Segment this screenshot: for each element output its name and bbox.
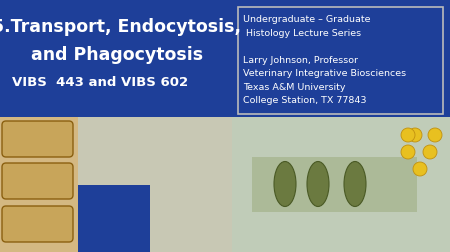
Text: Texas A&M University: Texas A&M University (243, 82, 346, 91)
Bar (252, 158, 417, 212)
FancyBboxPatch shape (2, 206, 73, 242)
Bar (78, 185, 150, 252)
Bar (0, 117, 78, 252)
Bar (232, 117, 450, 252)
Text: College Station, TX 77843: College Station, TX 77843 (243, 96, 366, 105)
FancyBboxPatch shape (2, 121, 73, 158)
Circle shape (401, 129, 415, 142)
Ellipse shape (307, 162, 329, 207)
Text: Undergraduate – Graduate: Undergraduate – Graduate (243, 15, 370, 24)
Ellipse shape (344, 162, 366, 207)
Bar (238, 8, 443, 115)
Text: VIBS  443 and VIBS 602: VIBS 443 and VIBS 602 (12, 76, 188, 89)
Text: and Phagocytosis: and Phagocytosis (31, 46, 203, 64)
Text: Veterinary Integrative Biosciences: Veterinary Integrative Biosciences (243, 69, 406, 78)
FancyBboxPatch shape (2, 163, 73, 199)
Circle shape (428, 129, 442, 142)
Circle shape (423, 145, 437, 159)
Ellipse shape (274, 162, 296, 207)
Circle shape (408, 129, 422, 142)
Bar (78, 117, 232, 252)
Text: Histology Lecture Series: Histology Lecture Series (243, 28, 361, 37)
Text: 5.Transport, Endocytosis,: 5.Transport, Endocytosis, (0, 18, 242, 36)
Circle shape (401, 145, 415, 159)
Circle shape (413, 162, 427, 176)
Text: Larry Johnson, Professor: Larry Johnson, Professor (243, 55, 358, 64)
